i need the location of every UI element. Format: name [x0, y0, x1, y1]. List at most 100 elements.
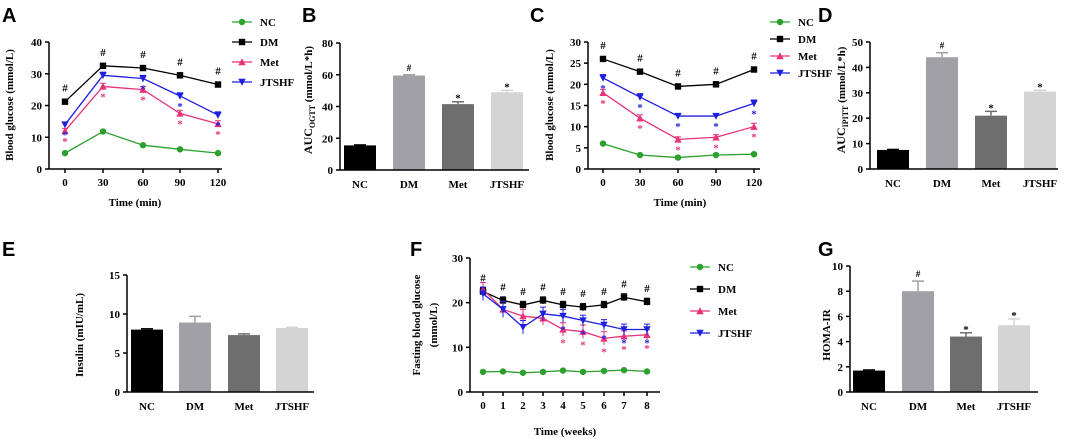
- panel-a-series-met-point: [176, 109, 184, 117]
- panel-g-category-label: DM: [909, 401, 928, 413]
- panel-a-x-tick-label: 30: [98, 177, 110, 189]
- panel-f-series-dm-point: [600, 301, 608, 309]
- panel-a-y-tick-label: 40: [31, 37, 43, 49]
- panel-f-series-dm-point: [539, 297, 547, 304]
- panel-f-legend-marker: [696, 285, 704, 293]
- panel-d-y-tick-label: 10: [852, 139, 864, 151]
- panel-f-x-tick-label: 4: [560, 400, 566, 412]
- panel-f-series-met-point: [600, 334, 608, 342]
- panel-label: E: [2, 239, 15, 261]
- panel-a-series-met-significance: *: [100, 91, 106, 103]
- panel-f-series-met-point: [579, 328, 587, 335]
- panel-a-legend-marker: [238, 18, 246, 26]
- panel-a-series-nc-point: [61, 149, 69, 157]
- panel-a-series-jtshf-point: [61, 121, 69, 129]
- panel-a-series-jtshf-significance: *: [62, 130, 68, 142]
- panel-c-series-met-point: [712, 133, 720, 141]
- panel-f-series-nc-point: [600, 367, 608, 375]
- panel-a-series-met-significance: *: [140, 95, 146, 107]
- panel-f-legend-label: JTSHF: [718, 328, 753, 340]
- panel-a-x-axis-label: Time (min): [109, 197, 162, 209]
- panel-a-series-jtshf-significance: *: [177, 101, 183, 113]
- panel-g-category-label: Met: [957, 401, 976, 413]
- panel-f-series-met-point: [559, 325, 567, 333]
- panel-f-series-nc-point: [539, 368, 547, 376]
- panel-f-y-tick-label: 0: [458, 387, 464, 399]
- panel-c-series-met-significance: *: [600, 98, 606, 110]
- panel-c-y-tick-label: 10: [570, 122, 582, 134]
- panel-d-y-tick-label: 0: [858, 164, 864, 176]
- panel-c-series-dm-point: [750, 66, 758, 73]
- panel-b-y-tick-label: 0: [328, 165, 334, 177]
- panel-label: C: [530, 5, 544, 27]
- panel-f-x-tick-label: 3: [540, 400, 546, 412]
- panel-a-series-met-point: [99, 82, 107, 90]
- panel-a-series-met-point: [61, 127, 69, 135]
- panel-f-series-dm-point: [620, 294, 628, 301]
- panel-e-category-label: Met: [235, 401, 254, 413]
- panel-f-series-jtshf-point: [559, 312, 567, 320]
- panel-a-y-tick-label: 10: [31, 132, 43, 144]
- panel-c-series-dm-significance: #: [600, 40, 606, 52]
- panel-f-legend-marker: [696, 263, 704, 271]
- panel-g-y-tick-label: 2: [838, 362, 844, 374]
- panel-d-category-label: Met: [982, 178, 1001, 190]
- panel-c-series-met-point: [599, 89, 607, 96]
- panel-b-y-tick-label: 40: [322, 102, 334, 114]
- panel-f-series-nc-point: [643, 368, 651, 375]
- panel-e-y-tick-label: 0: [115, 387, 121, 399]
- panel-b-category-label: DM: [400, 179, 419, 191]
- panel-f-legend-marker: [696, 307, 704, 315]
- panel-c-legend-label: DM: [798, 34, 817, 46]
- panel-b-category-label: JTSHF: [490, 179, 525, 191]
- panel-f-series-jtshf-point: [600, 321, 608, 329]
- panel-e-bar-jtshf: [276, 328, 308, 392]
- panel-f: F 0 10 20 30 0 1 2 3 4 5 6 7 8 Time (weeks) Fasting blo…: [410, 239, 753, 438]
- panel-f-series-dm-significance: #: [480, 273, 486, 285]
- panel-c-series-jtshf-significance: *: [600, 83, 606, 95]
- panel-a-series-jtshf-point: [214, 111, 222, 119]
- panel-c-series-dm-point: [636, 68, 644, 75]
- panel-c-y-tick-label: 25: [570, 58, 582, 70]
- panel-a-series-dm-point: [176, 72, 184, 79]
- panel-a-series-met-point: [139, 85, 147, 93]
- panel-d-y-axis-label: AUCIPITT (mmol/L*h): [834, 46, 850, 153]
- panel-c-x-tick-label: 30: [635, 177, 647, 189]
- panel-g-bar-dm-significance: #: [916, 269, 921, 279]
- panel-c-series-jtshf-point: [712, 112, 720, 120]
- panel-f-series-jtshf-significance: *: [644, 337, 650, 349]
- panel-f-y-axis-label-units: (mmol/L): [428, 302, 440, 347]
- panel-c-y-tick-label: 15: [570, 101, 582, 113]
- panel-a-series-met-significance: *: [215, 129, 221, 141]
- panel-g-y-axis-label: HOMA-IR: [821, 308, 833, 360]
- panel-b-y-axis-label: AUCOGTT (mmol/L*h): [301, 46, 317, 154]
- panel-a-series-dm-significance: #: [215, 66, 221, 78]
- panel-a-y-tick-label: 20: [31, 101, 43, 113]
- panel-c-series-met-significance: *: [637, 123, 643, 135]
- panel-f-series-nc-point: [620, 366, 628, 374]
- panel-a-series-jtshf-significance: *: [215, 120, 221, 132]
- panel-b-bar-jtshf: [491, 92, 523, 170]
- panel-f-series-jtshf-point: [539, 310, 547, 318]
- panel-f-series-met-significance: *: [560, 337, 566, 349]
- panel-label: A: [2, 5, 16, 27]
- panel-b-bar-dm-significance: #: [407, 63, 412, 73]
- panel-a-legend-label: DM: [260, 37, 279, 49]
- panel-f-series-dm-significance: #: [580, 288, 586, 300]
- panel-b-category-label: NC: [352, 179, 368, 191]
- panel-a-series-jtshf-significance: *: [140, 84, 146, 96]
- panel-g-bar-met-significance: *: [963, 324, 969, 336]
- panel-a-series-dm-significance: #: [140, 49, 146, 61]
- panel-c-series-jtshf-significance: *: [637, 102, 643, 114]
- panel-c-series-dm-point: [599, 55, 607, 63]
- panel-f-x-tick-label: 0: [480, 400, 486, 412]
- panel-c-y-tick-label: 5: [576, 143, 582, 155]
- panel-label: F: [410, 239, 422, 261]
- panel-c: C 0 5 10 15 20 25 30 0 30 60 90 120 Time (min) Blood g…: [530, 5, 833, 209]
- panel-e-y-axis-label: Insulin (mIU/mL): [74, 293, 86, 377]
- panel-a-legend-label: JTSHF: [260, 77, 295, 89]
- panel-f-series-met-point: [620, 332, 628, 340]
- panel-g-y-tick-label: 0: [838, 387, 844, 399]
- panel-b-bar-met: [442, 104, 474, 170]
- panel-label: G: [818, 239, 834, 261]
